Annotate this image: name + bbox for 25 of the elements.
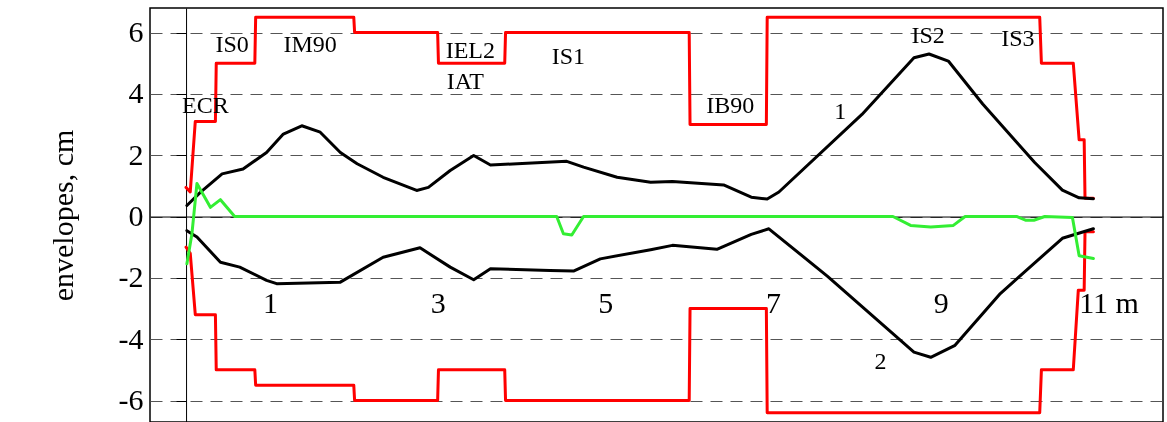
y-tick-label: -2 xyxy=(118,260,144,294)
y-tick-label: 4 xyxy=(128,76,144,110)
annotation: IS3 xyxy=(1001,24,1035,51)
x-tick-label: 3 xyxy=(430,286,446,320)
annotation: IS1 xyxy=(551,43,586,70)
y-tick-label: -6 xyxy=(118,383,144,417)
annotation: 1 xyxy=(834,98,847,125)
annotation: IAT xyxy=(446,67,485,94)
x-tick-label: 7 xyxy=(766,286,782,320)
line-series xyxy=(185,181,1095,266)
annotation: 2 xyxy=(874,348,887,375)
y-tick-label: 2 xyxy=(128,137,144,171)
y-tick-label: 0 xyxy=(128,199,144,233)
annotation: IB90 xyxy=(706,92,755,119)
annotation: IEL2 xyxy=(445,36,495,63)
line-series xyxy=(184,15,1095,200)
annotation: IM90 xyxy=(283,30,337,57)
x-tick-label: 5 xyxy=(598,286,614,320)
y-tick-label: 6 xyxy=(128,15,144,49)
annotation: IS0 xyxy=(215,30,249,57)
y-axis-title: envelopes, cm xyxy=(45,129,79,302)
x-tick-label: 9 xyxy=(933,286,949,320)
x-tick-label: 11 m xyxy=(1079,286,1139,320)
x-tick-label: 1 xyxy=(262,286,278,320)
y-tick-label: -4 xyxy=(118,321,144,355)
